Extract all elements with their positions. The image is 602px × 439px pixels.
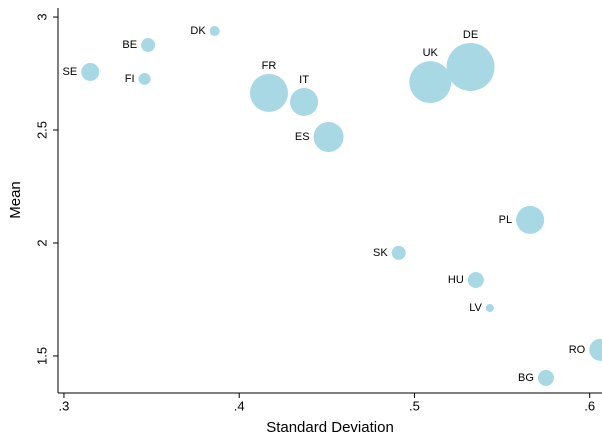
point-label: SE — [63, 66, 78, 78]
x-tick-label: .5 — [409, 398, 420, 413]
point-label: RO — [569, 344, 586, 356]
point-label: DE — [463, 29, 478, 41]
point-label: DK — [190, 25, 206, 37]
bubble — [485, 304, 494, 313]
bubble — [589, 338, 602, 361]
point-label: HU — [448, 274, 464, 286]
point-label: ES — [295, 131, 310, 143]
bubble — [250, 73, 289, 112]
point-label: FI — [125, 73, 135, 85]
bubble — [391, 245, 406, 260]
x-tick-label: .4 — [234, 398, 245, 413]
y-axis-label: Mean — [7, 181, 24, 219]
x-axis-label: Standard Deviation — [266, 419, 394, 436]
point-label: IT — [299, 74, 309, 86]
bubble — [446, 42, 495, 91]
y-tick-label: 2.5 — [34, 121, 49, 139]
point-label: PL — [499, 214, 512, 226]
bubble — [409, 61, 452, 104]
point-label: LV — [469, 302, 482, 314]
bubble — [209, 26, 220, 37]
point-label: FR — [262, 60, 277, 72]
bubble — [313, 122, 344, 153]
point-label: BE — [122, 39, 137, 51]
y-tick-label: 3 — [34, 13, 49, 20]
y-tick-label: 1.5 — [34, 347, 49, 365]
bubble — [141, 38, 156, 53]
bubble — [138, 72, 151, 85]
bubble — [290, 87, 319, 116]
point-label: BG — [518, 372, 534, 384]
point-label: UK — [423, 47, 439, 59]
bubble — [81, 62, 100, 81]
x-tick-label: .6 — [584, 398, 595, 413]
point-label: SK — [373, 247, 388, 259]
bubble — [467, 272, 484, 289]
y-tick-label: 2 — [34, 239, 49, 246]
x-tick-label: .3 — [59, 398, 70, 413]
bubble — [537, 369, 554, 386]
bubble — [516, 205, 545, 234]
